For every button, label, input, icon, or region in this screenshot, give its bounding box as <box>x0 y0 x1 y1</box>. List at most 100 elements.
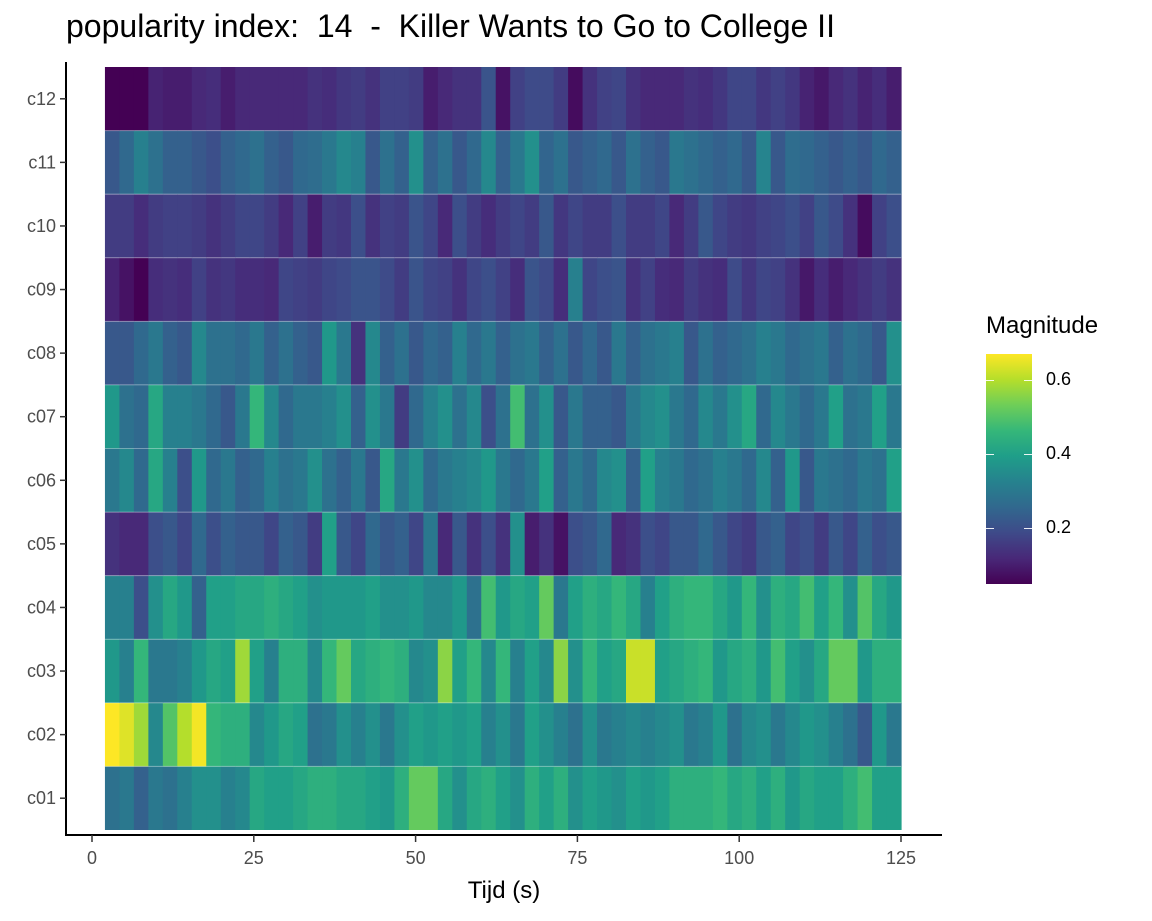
heatmap-cell-c11-32 <box>568 130 584 195</box>
heatmap-cell-c10-31 <box>553 194 569 258</box>
heatmap-cell-c07-34 <box>597 384 613 449</box>
heatmap-cell-c02-51 <box>843 702 859 767</box>
heatmap-cell-c02-34 <box>597 702 613 767</box>
heatmap-cell-c01-22 <box>423 766 439 830</box>
heatmap-cell-c02-44 <box>741 702 757 767</box>
heatmap-cell-c09-4 <box>162 257 178 322</box>
heatmap-cell-c08-51 <box>843 321 859 385</box>
heatmap-cell-c07-29 <box>524 384 540 449</box>
heatmap-cell-c07-48 <box>799 384 815 449</box>
heatmap-cell-c02-18 <box>365 702 381 767</box>
heatmap-cell-c05-5 <box>177 512 193 576</box>
heatmap-cell-c07-13 <box>293 384 309 449</box>
heatmap-cell-c03-29 <box>524 639 540 703</box>
heatmap-cell-c03-1 <box>119 639 135 703</box>
heatmap-cell-c12-13 <box>293 67 309 131</box>
heatmap-cell-c04-21 <box>408 575 424 640</box>
y-tick-label-c09: c09 <box>27 280 56 300</box>
heatmap-cell-c04-41 <box>698 575 714 640</box>
heatmap-cell-c08-35 <box>611 321 627 385</box>
heatmap-cell-c12-28 <box>510 67 526 131</box>
heatmap-cell-c12-45 <box>756 67 772 131</box>
heatmap-cell-c07-45 <box>756 384 772 449</box>
heatmap-cell-c10-52 <box>857 194 873 258</box>
heatmap-cell-c07-17 <box>351 384 367 449</box>
heatmap-cell-c12-47 <box>785 67 801 131</box>
heatmap-cell-c11-15 <box>322 130 338 195</box>
heatmap-cell-c05-7 <box>206 512 222 576</box>
heatmap-cell-c07-24 <box>452 384 468 449</box>
heatmap-cell-c09-12 <box>278 257 294 322</box>
heatmap-cell-c07-8 <box>220 384 236 449</box>
heatmap-cell-c11-37 <box>640 130 656 195</box>
heatmap-cell-c07-41 <box>698 384 714 449</box>
heatmap-cell-c08-0 <box>104 321 121 385</box>
heatmap-cell-c05-30 <box>539 512 555 576</box>
heatmap-cell-c03-20 <box>394 639 410 703</box>
heatmap-cell-c05-49 <box>814 512 830 576</box>
heatmap-cell-c08-48 <box>799 321 815 385</box>
heatmap-cell-c05-36 <box>626 512 642 576</box>
heatmap-cell-c02-12 <box>278 702 294 767</box>
heatmap-cell-c03-6 <box>191 639 207 703</box>
x-tick-label-75: 75 <box>567 848 587 868</box>
heatmap-cell-c03-14 <box>307 639 323 703</box>
heatmap-cell-c08-25 <box>466 321 482 385</box>
heatmap-cell-c01-50 <box>828 766 844 830</box>
heatmap-cell-c05-22 <box>423 512 439 576</box>
y-tick-label-c08: c08 <box>27 343 56 363</box>
heatmap-cell-c09-2 <box>133 257 149 322</box>
heatmap-cell-c05-31 <box>553 512 569 576</box>
heatmap-cell-c01-23 <box>437 766 453 830</box>
heatmap-cell-c04-31 <box>553 575 569 640</box>
heatmap-cell-c03-25 <box>466 639 482 703</box>
heatmap-cell-c10-32 <box>568 194 584 258</box>
heatmap-cell-c07-21 <box>408 384 424 449</box>
heatmap-cell-c08-13 <box>293 321 309 385</box>
heatmap-cell-c11-16 <box>336 130 352 195</box>
heatmap-cell-c02-32 <box>568 702 584 767</box>
heatmap-cell-c07-19 <box>379 384 396 449</box>
heatmap-cell-c07-38 <box>654 384 671 449</box>
heatmap-cell-c09-45 <box>756 257 772 322</box>
heatmap-cell-c03-48 <box>799 639 815 703</box>
heatmap-cell-c02-25 <box>466 702 482 767</box>
heatmap-cell-c12-12 <box>278 67 294 131</box>
heatmap-cell-c07-37 <box>640 384 656 449</box>
heatmap-cell-c10-39 <box>669 194 685 258</box>
heatmap-cell-c11-45 <box>756 130 772 195</box>
heatmap-cell-c02-38 <box>654 702 671 767</box>
heatmap-cell-c05-38 <box>654 512 671 576</box>
heatmap-cell-c05-18 <box>365 512 381 576</box>
heatmap-cell-c08-54 <box>886 321 902 385</box>
heatmap-cell-c09-30 <box>539 257 555 322</box>
heatmap-cell-c10-24 <box>452 194 468 258</box>
heatmap-cell-c06-23 <box>437 448 453 513</box>
heatmap-cell-c12-43 <box>727 67 743 131</box>
heatmap-cell-c11-9 <box>235 130 251 195</box>
heatmap-cell-c11-53 <box>872 130 888 195</box>
heatmap-cell-c10-53 <box>872 194 888 258</box>
heatmap-cell-c08-52 <box>857 321 873 385</box>
heatmap-cell-c01-25 <box>466 766 482 830</box>
heatmap-cell-c11-19 <box>379 130 396 195</box>
heatmap-cell-c03-23 <box>437 639 453 703</box>
heatmap-cell-c05-19 <box>379 512 396 576</box>
heatmap-cell-c02-24 <box>452 702 468 767</box>
heatmap-cell-c09-41 <box>698 257 714 322</box>
heatmap-cell-c06-27 <box>495 448 511 513</box>
heatmap-cell-c06-50 <box>828 448 844 513</box>
heatmap-cell-c01-34 <box>597 766 613 830</box>
heatmap-cell-c04-15 <box>322 575 338 640</box>
heatmap-cell-c03-30 <box>539 639 555 703</box>
heatmap-cell-c01-7 <box>206 766 222 830</box>
heatmap-cell-c03-24 <box>452 639 468 703</box>
heatmap-cell-c01-1 <box>119 766 135 830</box>
heatmap-cell-c10-48 <box>799 194 815 258</box>
heatmap-cell-c11-18 <box>365 130 381 195</box>
heatmap-cell-c10-22 <box>423 194 439 258</box>
legend-tick-mark <box>1024 379 1032 381</box>
heatmap-cell-c06-14 <box>307 448 323 513</box>
heatmap-cell-c08-38 <box>654 321 671 385</box>
heatmap-cell-c03-10 <box>249 639 265 703</box>
